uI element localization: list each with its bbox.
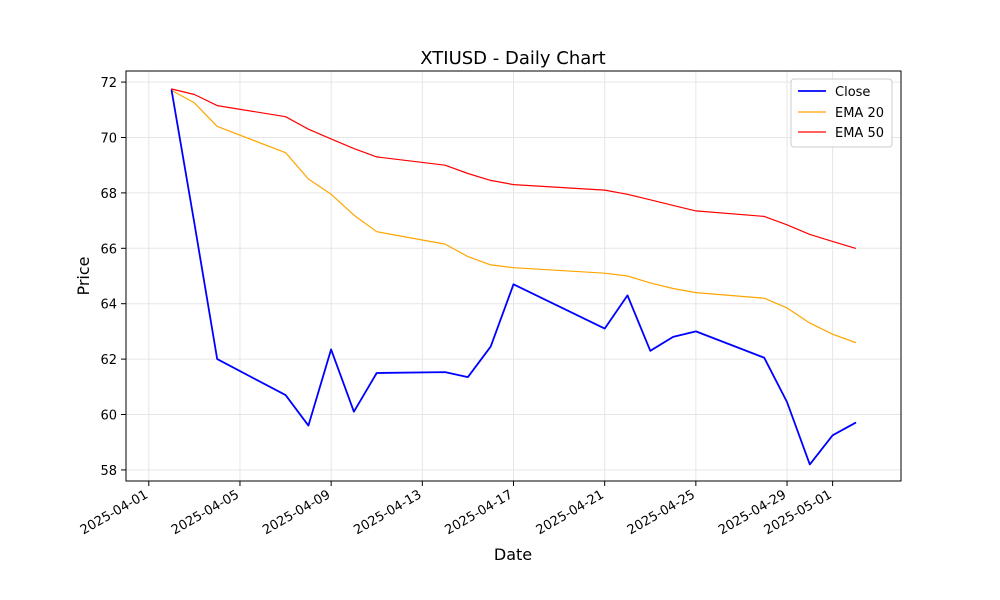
y-axis-label: Price <box>74 256 93 295</box>
x-tick-label: 2025-04-13 <box>351 487 424 538</box>
x-axis: 2025-04-01 2025-04-05 2025-04-09 2025-04-13… <box>78 481 835 538</box>
legend: Close EMA 20 EMA 50 <box>790 78 893 148</box>
x-tick-label: 2025-04-01 <box>78 487 151 538</box>
y-tick-label: 58 <box>100 464 117 479</box>
chart-title: XTIUSD - Daily Chart <box>420 48 605 69</box>
x-tick-label: 2025-04-25 <box>625 487 698 538</box>
y-tick-label: 66 <box>100 242 117 257</box>
y-tick-label: 68 <box>100 187 117 202</box>
series-line-close <box>170 89 857 466</box>
series-layer <box>170 88 857 466</box>
legend-label-close: Close <box>835 85 870 100</box>
x-tick-label: 2025-04-05 <box>169 487 242 538</box>
series-line-ema50 <box>171 88 857 249</box>
gridlines <box>126 71 901 481</box>
y-tick-label: 72 <box>100 76 117 91</box>
y-tick-label: 60 <box>100 409 117 424</box>
series-line-ema20 <box>171 89 857 344</box>
legend-label-ema20: EMA 20 <box>835 106 884 121</box>
x-tick-label: 2025-04-21 <box>534 487 607 538</box>
x-tick-label: 2025-04-17 <box>443 487 516 538</box>
legend-box <box>790 78 893 148</box>
x-axis-label: Date <box>494 545 532 564</box>
y-axis: 58 60 62 64 66 68 70 72 <box>100 76 126 479</box>
y-tick-label: 70 <box>100 131 117 146</box>
x-tick-label: 2025-04-09 <box>260 487 333 538</box>
y-tick-label: 64 <box>100 298 117 313</box>
legend-label-ema50: EMA 50 <box>835 126 884 141</box>
y-tick-label: 62 <box>100 353 117 368</box>
